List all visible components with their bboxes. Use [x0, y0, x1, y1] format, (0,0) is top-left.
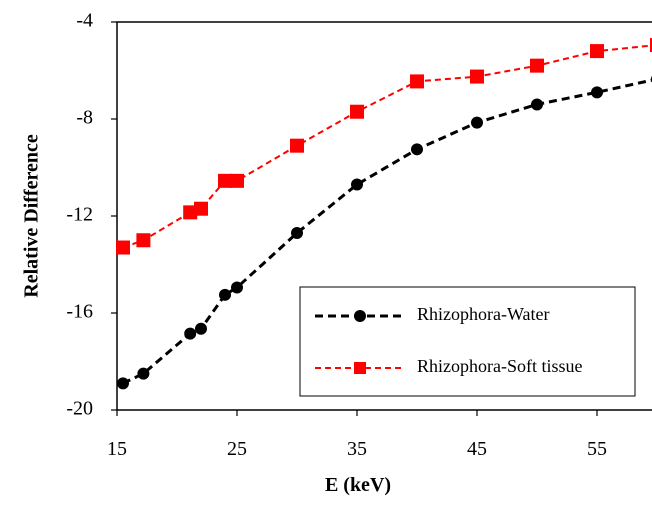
data-point-circle — [351, 178, 363, 190]
y-axis-label: Relative Difference — [21, 134, 43, 298]
data-point-square — [218, 174, 232, 188]
data-point-square — [230, 174, 244, 188]
legend-marker-water — [354, 310, 366, 322]
data-point-circle — [411, 143, 423, 155]
data-point-circle — [219, 289, 231, 301]
data-point-square — [410, 74, 424, 88]
data-point-circle — [531, 98, 543, 110]
legend-marker-soft-tissue — [354, 362, 366, 374]
data-point-square — [350, 105, 364, 119]
y-tick-label: -20 — [66, 398, 93, 420]
data-point-circle — [471, 117, 483, 129]
x-axis-ticks: 15 25 35 45 55 — [107, 410, 607, 460]
data-point-square — [136, 233, 150, 247]
data-point-circle — [195, 323, 207, 335]
x-axis-label: E (keV) — [325, 474, 391, 496]
y-axis-ticks: -20 -16 -12 -8 -4 — [66, 10, 117, 420]
data-point-circle — [231, 282, 243, 294]
y-tick-label: -4 — [76, 10, 93, 32]
legend: Rhizophora-Water Rhizophora-Soft tissue — [300, 287, 635, 396]
y-tick-label: -12 — [66, 204, 93, 226]
x-tick-label: 25 — [227, 438, 247, 460]
data-point-square — [530, 59, 544, 73]
data-point-circle — [291, 227, 303, 239]
y-tick-label: -16 — [66, 301, 93, 323]
x-tick-label: 35 — [347, 438, 367, 460]
data-point-square — [194, 202, 208, 216]
y-tick-label: -8 — [76, 107, 93, 129]
data-point-square — [116, 241, 130, 255]
legend-label-soft-tissue: Rhizophora-Soft tissue — [417, 356, 582, 376]
data-point-circle — [117, 377, 129, 389]
data-point-square — [470, 70, 484, 84]
series-line — [123, 45, 652, 248]
data-point-circle — [137, 368, 149, 380]
data-point-circle — [591, 86, 603, 98]
data-point-square — [590, 44, 604, 58]
x-tick-label: 45 — [467, 438, 487, 460]
data-point-circle — [184, 328, 196, 340]
data-point-square — [290, 139, 304, 153]
legend-label-water: Rhizophora-Water — [417, 304, 550, 324]
series-rhizophora-soft-tissue — [116, 38, 652, 254]
x-tick-label: 15 — [107, 438, 127, 460]
x-tick-label: 55 — [587, 438, 607, 460]
